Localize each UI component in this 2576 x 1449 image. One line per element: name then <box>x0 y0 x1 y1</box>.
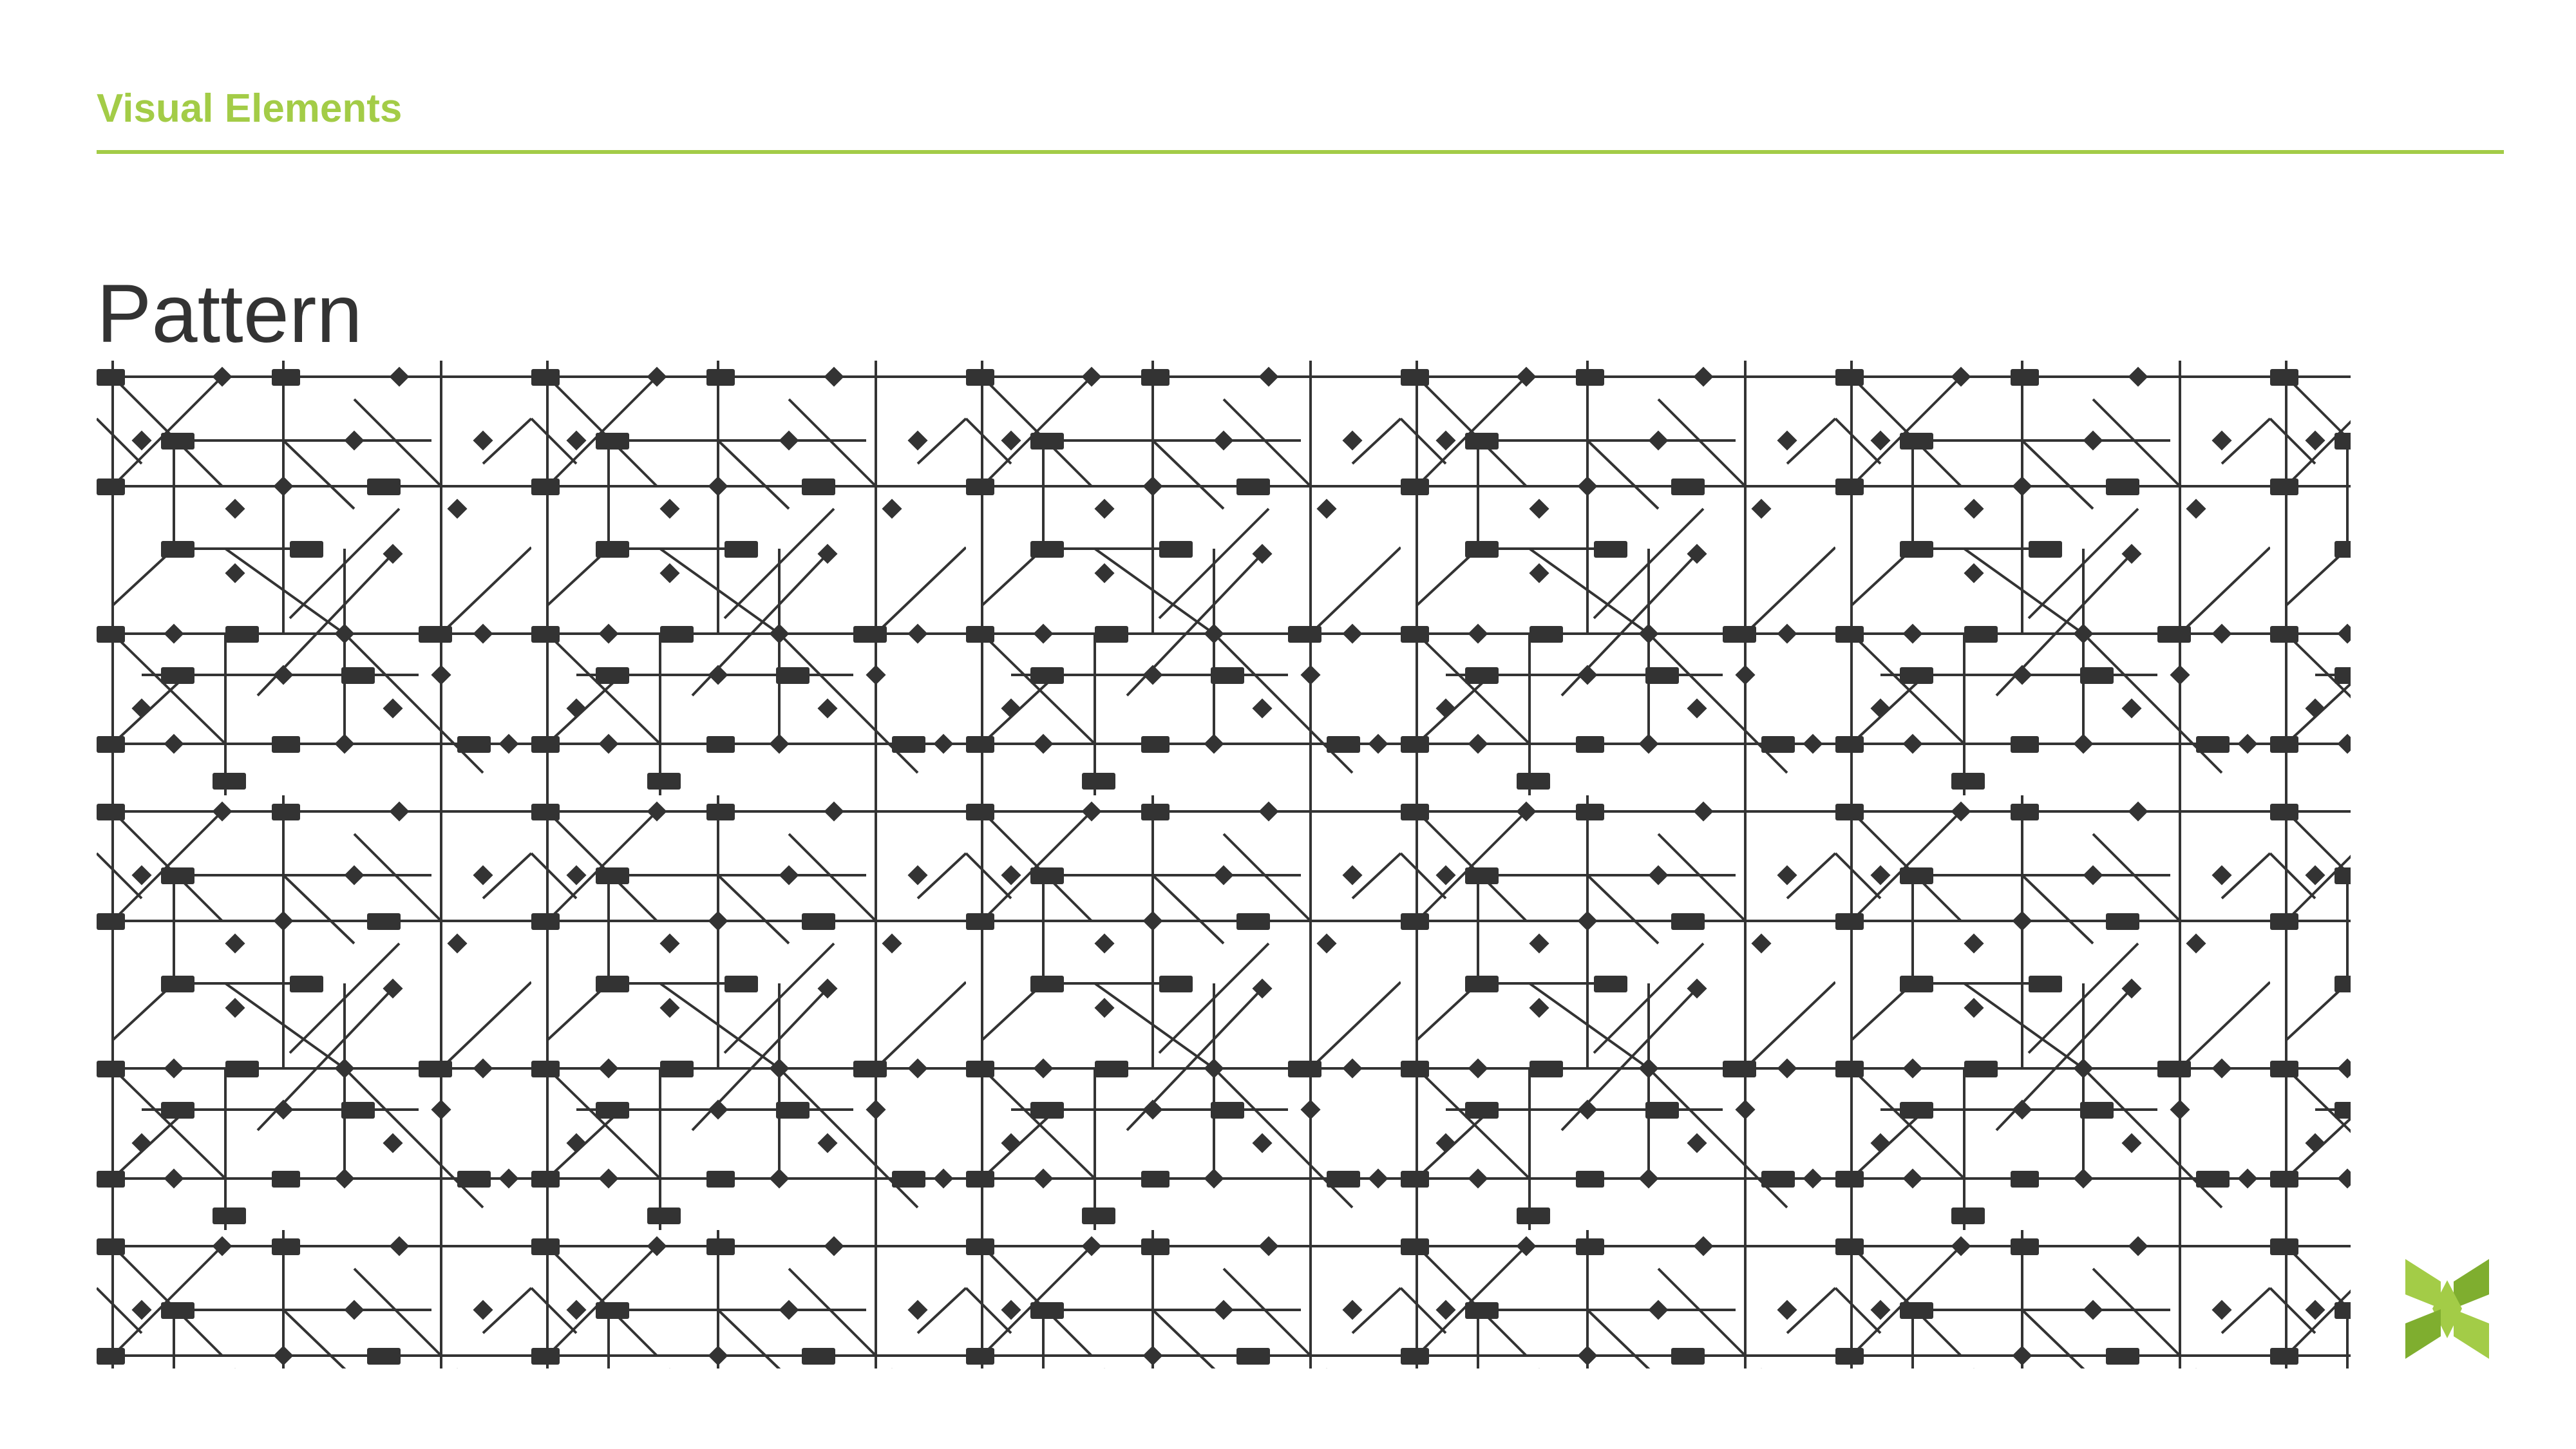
green-x-logo-icon <box>2405 1259 2489 1359</box>
logo-lower-left-leaf <box>2405 1309 2441 1359</box>
section-divider <box>97 150 2504 154</box>
pattern-panel <box>97 361 2351 1368</box>
logo-upper-right-leaf <box>2454 1259 2489 1309</box>
circuit-pattern-graphic <box>97 361 2351 1368</box>
logo-upper-left-leaf <box>2405 1259 2441 1309</box>
logo-center-leaf <box>2432 1280 2462 1338</box>
section-label: Visual Elements <box>97 86 402 131</box>
pattern-fill <box>97 361 2351 1368</box>
page-title: Pattern <box>97 267 363 360</box>
logo-lower-right-leaf <box>2454 1309 2489 1359</box>
